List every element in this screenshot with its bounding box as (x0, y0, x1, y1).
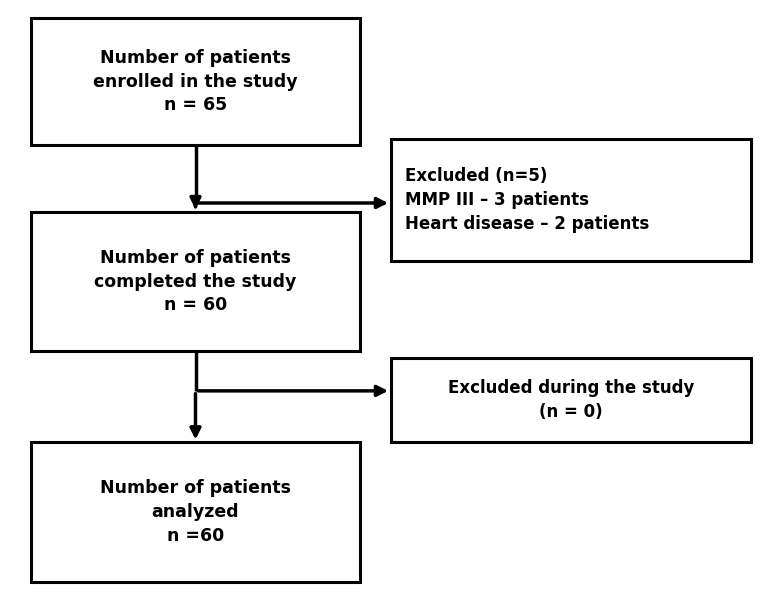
Text: Number of patients
analyzed
n =60: Number of patients analyzed n =60 (100, 479, 291, 545)
Text: Number of patients
enrolled in the study
n = 65: Number of patients enrolled in the study… (93, 49, 298, 115)
FancyBboxPatch shape (31, 18, 360, 145)
Text: Excluded (n=5)
MMP III – 3 patients
Heart disease – 2 patients: Excluded (n=5) MMP III – 3 patients Hear… (405, 167, 650, 233)
Text: Number of patients
completed the study
n = 60: Number of patients completed the study n… (95, 249, 296, 315)
Text: Excluded during the study
(n = 0): Excluded during the study (n = 0) (447, 379, 694, 421)
FancyBboxPatch shape (31, 212, 360, 351)
FancyBboxPatch shape (391, 358, 751, 442)
FancyBboxPatch shape (31, 442, 360, 582)
FancyBboxPatch shape (391, 139, 751, 261)
